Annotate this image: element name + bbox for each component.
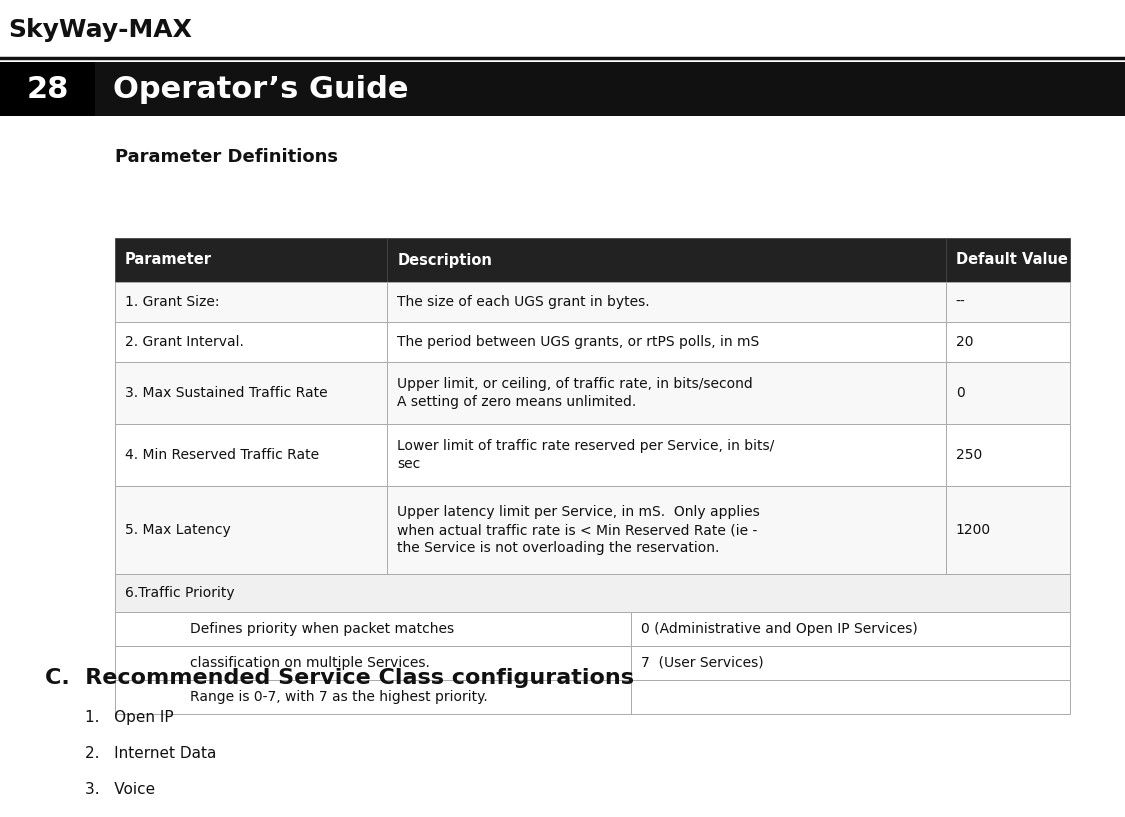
Text: sec: sec [397, 457, 421, 471]
Bar [115, 424, 387, 486]
Text: SkyWay-MAX: SkyWay-MAX [8, 18, 192, 42]
Text: 250: 250 [956, 448, 982, 462]
Text: when actual traffic rate is < Min Reserved Rate (ie -: when actual traffic rate is < Min Reserv… [397, 523, 757, 537]
Bar [387, 282, 946, 322]
Bar [631, 646, 1070, 680]
Text: 7  (User Services): 7 (User Services) [641, 656, 764, 670]
Bar [946, 486, 1070, 574]
Text: The period between UGS grants, or rtPS polls, in mS: The period between UGS grants, or rtPS p… [397, 335, 759, 349]
Bar [946, 424, 1070, 486]
Bar [946, 282, 1070, 322]
Bar [946, 322, 1070, 362]
Text: Parameter: Parameter [125, 252, 212, 267]
Bar [387, 362, 946, 424]
Text: Range is 0-7, with 7 as the highest priority.: Range is 0-7, with 7 as the highest prio… [190, 690, 488, 704]
Text: Defines priority when packet matches: Defines priority when packet matches [190, 622, 454, 636]
Bar [387, 322, 946, 362]
Text: 1.   Open IP: 1. Open IP [86, 710, 173, 725]
Text: 3. Max Sustained Traffic Rate: 3. Max Sustained Traffic Rate [125, 386, 327, 400]
Text: 6.Traffic Priority: 6.Traffic Priority [125, 586, 235, 600]
Text: C.  Recommended Service Class configurations: C. Recommended Service Class configurati… [45, 668, 634, 688]
Text: 0 (Administrative and Open IP Services): 0 (Administrative and Open IP Services) [641, 622, 918, 636]
Bar [0, 62, 1125, 116]
Text: Lower limit of traffic rate reserved per Service, in bits/: Lower limit of traffic rate reserved per… [397, 439, 774, 453]
Bar [631, 680, 1070, 714]
Text: 1. Grant Size:: 1. Grant Size: [125, 295, 219, 309]
Bar [946, 362, 1070, 424]
Bar [115, 646, 631, 680]
Text: Parameter Definitions: Parameter Definitions [115, 148, 338, 166]
Bar [631, 612, 1070, 646]
Text: the Service is not overloading the reservation.: the Service is not overloading the reser… [397, 541, 720, 555]
Bar [115, 322, 387, 362]
Text: classification on multiple Services.: classification on multiple Services. [190, 656, 430, 670]
Text: 28: 28 [26, 74, 69, 104]
Text: 20: 20 [956, 335, 973, 349]
Text: Default Value: Default Value [956, 252, 1068, 267]
Bar [387, 486, 946, 574]
Text: 1200: 1200 [956, 523, 991, 537]
Bar [115, 362, 387, 424]
Bar [115, 486, 387, 574]
Bar [115, 612, 631, 646]
Text: 5. Max Latency: 5. Max Latency [125, 523, 231, 537]
Bar [0, 62, 94, 116]
Text: Operator’s Guide: Operator’s Guide [112, 74, 408, 104]
Text: The size of each UGS grant in bytes.: The size of each UGS grant in bytes. [397, 295, 650, 309]
Bar [115, 282, 387, 322]
Text: 3.   Voice: 3. Voice [86, 782, 155, 797]
Text: Upper limit, or ceiling, of traffic rate, in bits/second: Upper limit, or ceiling, of traffic rate… [397, 377, 753, 391]
Text: 4. Min Reserved Traffic Rate: 4. Min Reserved Traffic Rate [125, 448, 320, 462]
Text: 2.   Internet Data: 2. Internet Data [86, 746, 216, 761]
Text: Description: Description [397, 252, 492, 267]
Text: Upper latency limit per Service, in mS.  Only applies: Upper latency limit per Service, in mS. … [397, 505, 759, 519]
Bar [946, 238, 1070, 282]
Text: --: -- [956, 295, 965, 309]
Text: 2. Grant Interval.: 2. Grant Interval. [125, 335, 244, 349]
Text: 0: 0 [956, 386, 964, 400]
Text: A setting of zero means unlimited.: A setting of zero means unlimited. [397, 395, 637, 409]
Bar [115, 574, 1070, 612]
Bar [387, 238, 946, 282]
Bar [387, 424, 946, 486]
Bar [115, 238, 387, 282]
Bar [115, 680, 631, 714]
